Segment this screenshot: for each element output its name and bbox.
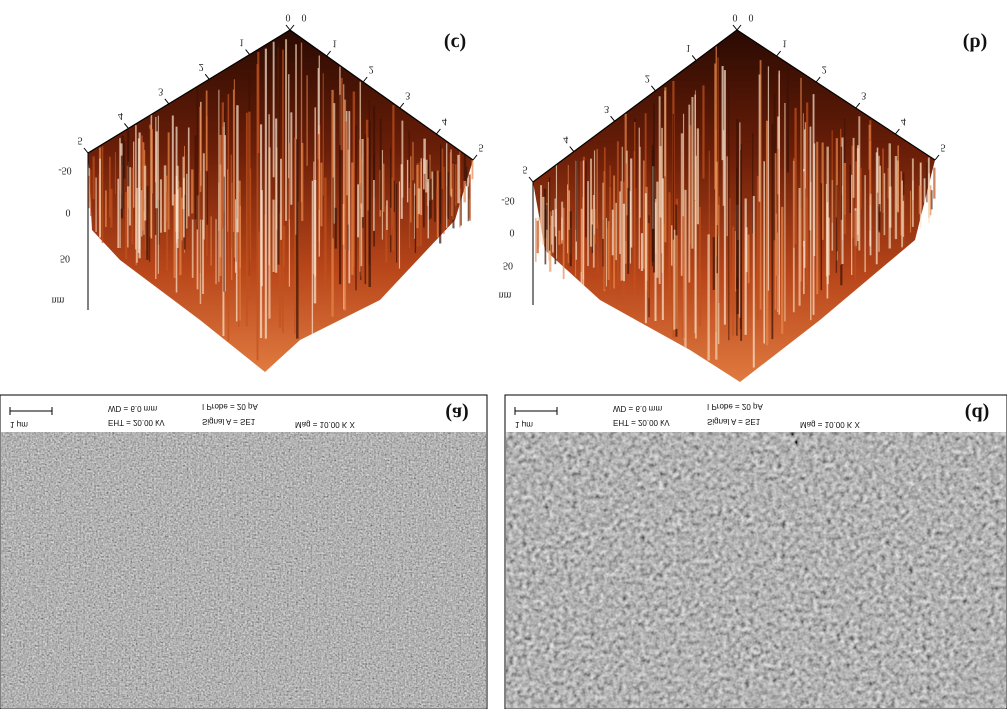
tick-label: 5 bbox=[479, 142, 484, 153]
eht: EHT = 20.00 kV bbox=[108, 418, 165, 427]
tick-label: 1 bbox=[239, 36, 244, 47]
tick-mark bbox=[736, 24, 742, 31]
tick-mark bbox=[164, 98, 170, 105]
panel-label: (b) bbox=[963, 32, 987, 54]
tick-mark bbox=[651, 85, 656, 92]
tick-label: 5 bbox=[78, 135, 83, 146]
tick-label: 3 bbox=[405, 90, 410, 101]
signal: Signal A = SE1 bbox=[707, 417, 761, 426]
tick-mark bbox=[815, 76, 821, 83]
tick-label: 0 bbox=[286, 12, 291, 23]
tick-mark bbox=[362, 76, 368, 83]
tick-mark bbox=[610, 115, 615, 122]
probe: I Probe = 20 pA bbox=[707, 402, 763, 411]
z-tick-label: 0 bbox=[510, 227, 515, 238]
tick-mark bbox=[569, 146, 575, 152]
eht: EHT = 20.00 kV bbox=[613, 418, 670, 427]
tick-mark bbox=[285, 24, 291, 31]
working-distance: WD = 6.0 mm bbox=[613, 404, 662, 413]
z-tick-label: 0 bbox=[66, 207, 71, 218]
sem-image bbox=[506, 432, 1006, 708]
magnification: Mag = 10.00 K X bbox=[295, 420, 355, 429]
tick-label: 0 bbox=[749, 12, 754, 23]
tick-mark bbox=[895, 128, 900, 135]
signal: Signal A = SE1 bbox=[202, 417, 256, 426]
panel-label: (c) bbox=[444, 32, 466, 54]
tick-label: 4 bbox=[442, 116, 447, 127]
z-tick-label: -50 bbox=[58, 165, 71, 176]
sem-image bbox=[1, 432, 486, 708]
tick-mark bbox=[124, 123, 129, 129]
tick-label: 0 bbox=[302, 12, 307, 23]
scale-bar-label: 1 μm bbox=[515, 420, 533, 429]
tick-mark bbox=[399, 102, 405, 109]
working-distance: WD = 6.0 mm bbox=[108, 404, 157, 413]
z-unit: nm bbox=[499, 290, 512, 301]
tick-label: 5 bbox=[523, 164, 528, 175]
tick-label: 1 bbox=[782, 38, 787, 49]
magnification: Mag = 10.00 K X bbox=[800, 420, 860, 429]
tick-mark bbox=[289, 24, 295, 31]
tick-label: 3 bbox=[604, 103, 609, 114]
tick-label: 4 bbox=[901, 116, 906, 127]
z-tick-label: 50 bbox=[503, 260, 513, 271]
tick-mark bbox=[934, 154, 940, 161]
tick-mark bbox=[732, 24, 738, 31]
tick-label: 4 bbox=[563, 133, 568, 144]
scale-bar-label: 1 μm bbox=[10, 420, 28, 429]
tick-mark bbox=[245, 49, 250, 55]
tick-label: 4 bbox=[118, 110, 123, 121]
afm-surface bbox=[533, 30, 935, 382]
tick-label: 3 bbox=[861, 90, 866, 101]
tick-mark bbox=[776, 50, 781, 57]
panel-label: (a) bbox=[445, 402, 468, 424]
z-tick-label: 50 bbox=[60, 253, 70, 264]
panel-label: (d) bbox=[965, 402, 989, 424]
probe: I Probe = 20 pA bbox=[202, 402, 258, 411]
tick-label: 0 bbox=[733, 12, 738, 23]
tick-label: 1 bbox=[686, 42, 691, 53]
tick-label: 2 bbox=[645, 73, 650, 84]
tick-mark bbox=[83, 147, 89, 154]
tick-mark bbox=[204, 73, 210, 80]
tick-label: 2 bbox=[199, 61, 204, 72]
tick-label: 2 bbox=[369, 64, 374, 75]
tick-mark bbox=[472, 154, 478, 161]
tick-mark bbox=[691, 55, 697, 61]
tick-label: 2 bbox=[822, 64, 827, 75]
tick-mark bbox=[326, 50, 331, 57]
tick-label: 1 bbox=[332, 38, 337, 49]
tick-mark bbox=[436, 128, 441, 135]
tick-mark bbox=[855, 102, 861, 109]
tick-label: 3 bbox=[158, 86, 163, 97]
z-tick-label: -50 bbox=[501, 195, 514, 206]
z-unit: nm bbox=[52, 295, 65, 306]
tick-mark bbox=[528, 176, 534, 183]
tick-label: 5 bbox=[941, 142, 946, 153]
